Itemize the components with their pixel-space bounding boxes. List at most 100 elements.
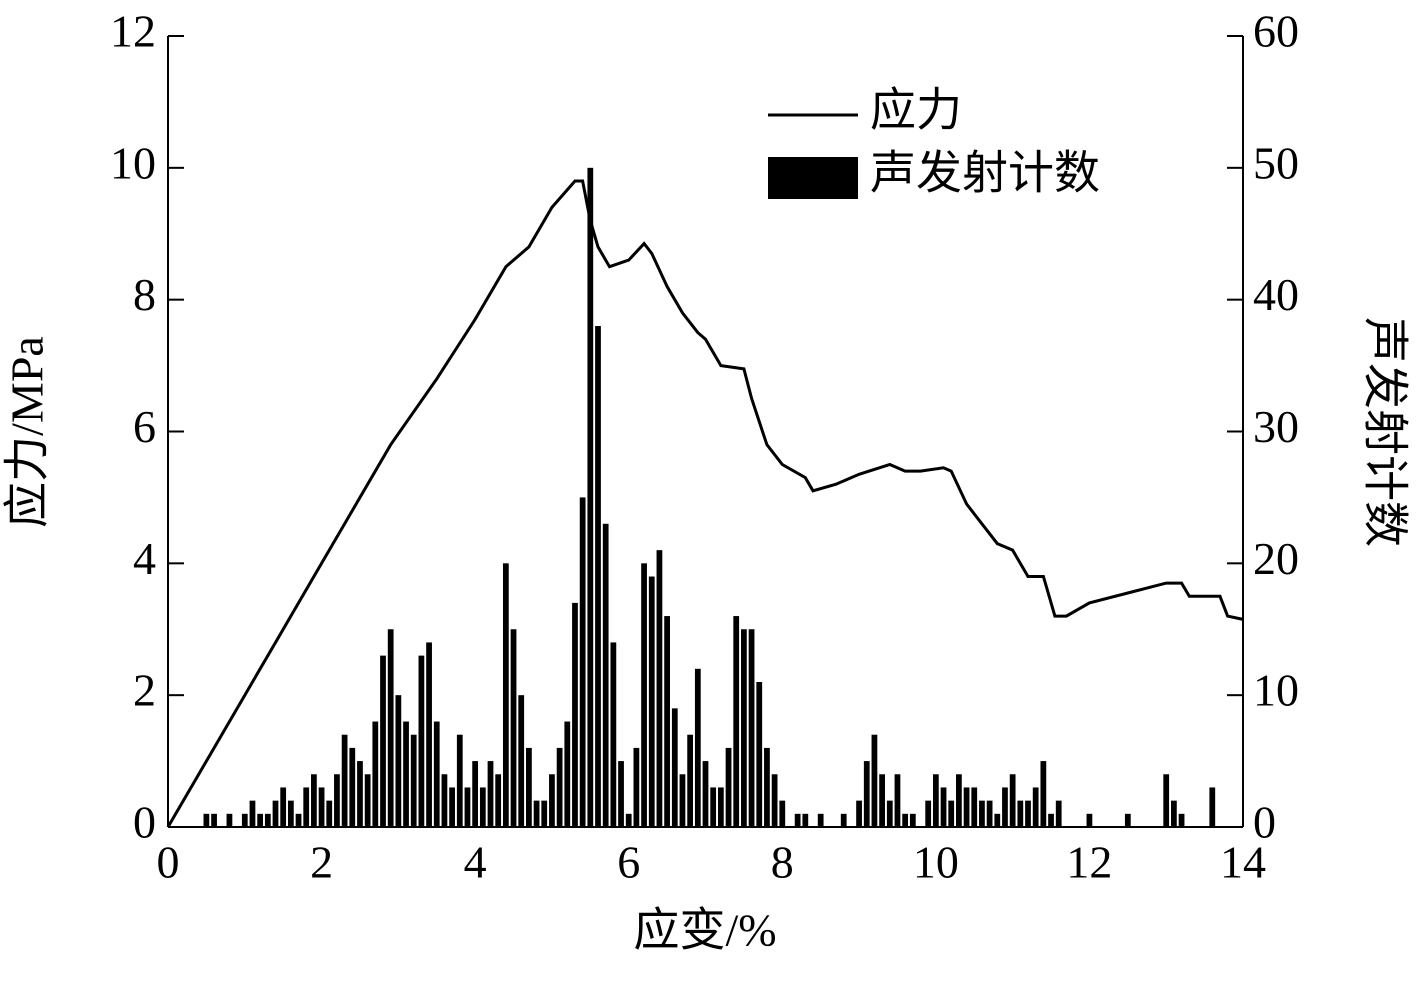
y-tick-label: 10 <box>110 137 156 188</box>
ae-bar <box>733 616 740 827</box>
ae-bar <box>433 721 440 827</box>
x-tick-label: 12 <box>1066 837 1112 888</box>
y2-tick-label: 20 <box>1253 533 1299 584</box>
ae-bar <box>349 747 356 827</box>
y2-axis-label: 声发射计数 <box>1359 317 1410 547</box>
x-tick-label: 2 <box>310 837 333 888</box>
ae-bar <box>587 167 594 828</box>
ae-bar <box>518 695 525 827</box>
ae-bar <box>572 602 578 827</box>
ae-bar <box>226 813 233 827</box>
ae-bar <box>633 747 640 827</box>
ae-bar <box>449 787 455 827</box>
ae-bar <box>326 800 333 827</box>
y2-tick-label: 30 <box>1253 401 1299 452</box>
ae-bar <box>741 629 747 827</box>
ae-bar <box>341 734 348 827</box>
ae-bar <box>1009 774 1016 827</box>
ae-bar <box>687 734 694 827</box>
ae-bar <box>487 761 494 827</box>
ae-bar <box>280 787 287 827</box>
ae-bar <box>671 708 678 827</box>
ae-bar <box>472 761 479 827</box>
ae-bar <box>410 734 417 827</box>
ae-bar <box>241 813 248 827</box>
ae-bar <box>387 629 394 827</box>
ae-bar <box>725 747 732 827</box>
ae-bar <box>802 813 809 827</box>
ae-bar <box>710 787 717 827</box>
ae-bar <box>679 774 686 827</box>
ae-bar <box>909 813 916 827</box>
ae-bar <box>541 800 548 827</box>
ae-bar <box>556 747 563 827</box>
x-tick-label: 14 <box>1220 837 1266 888</box>
ae-bar <box>756 681 763 827</box>
legend-swatch <box>768 157 858 199</box>
ae-bar <box>956 774 962 827</box>
ae-bar <box>625 813 632 827</box>
y-tick-label: 0 <box>133 797 156 848</box>
ae-bar <box>702 761 709 827</box>
ae-bar <box>502 563 509 827</box>
ae-bar <box>932 774 939 827</box>
ae-bar <box>886 800 893 827</box>
ae-bar <box>717 787 724 827</box>
ae-bar <box>441 774 448 827</box>
ae-bar <box>495 774 502 827</box>
ae-bar <box>764 747 770 827</box>
ae-bar <box>287 800 294 827</box>
x-tick-label: 0 <box>157 837 180 888</box>
ae-bar <box>994 813 1001 827</box>
ae-bar <box>272 800 279 827</box>
ae-bar <box>771 774 778 827</box>
ae-bar <box>1163 774 1170 827</box>
ae-bar <box>303 787 310 827</box>
ae-bar <box>249 800 256 827</box>
y2-tick-label: 50 <box>1253 137 1299 188</box>
ae-bar <box>863 761 870 827</box>
ae-bar <box>1025 800 1031 827</box>
y2-tick-label: 40 <box>1253 269 1299 320</box>
ae-bar <box>986 800 993 827</box>
ae-bar <box>856 800 862 827</box>
ae-bar <box>948 800 955 827</box>
ae-bar <box>395 695 402 827</box>
x-tick-label: 6 <box>617 837 640 888</box>
x-tick-label: 10 <box>913 837 959 888</box>
ae-bar <box>840 813 847 827</box>
ae-bar <box>510 629 517 827</box>
ae-bar <box>295 813 302 827</box>
ae-bar <box>533 800 540 827</box>
ae-bar <box>602 523 609 827</box>
ae-bar <box>1055 800 1062 827</box>
y-tick-label: 2 <box>133 665 156 716</box>
y-tick-label: 8 <box>133 269 156 320</box>
ae-bar <box>779 800 786 827</box>
y2-tick-label: 0 <box>1253 797 1276 848</box>
ae-bar <box>979 800 985 827</box>
ae-bar <box>1124 813 1131 827</box>
ae-bar <box>311 774 317 827</box>
x-axis-label: 应变/% <box>633 905 776 956</box>
ae-bar <box>794 813 801 827</box>
ae-bar <box>656 550 663 827</box>
ae-bar <box>610 642 617 827</box>
y-axis-label: 应力/MPa <box>2 336 53 528</box>
ae-bar <box>203 813 210 827</box>
ae-bar <box>549 774 555 827</box>
ae-bar <box>963 787 970 827</box>
x-tick-label: 4 <box>464 837 487 888</box>
ae-bar <box>456 734 463 827</box>
ae-bar <box>618 761 624 827</box>
ae-bar <box>257 813 264 827</box>
ae-bar <box>925 800 932 827</box>
ae-bar <box>902 813 909 827</box>
y-tick-label: 12 <box>110 6 156 57</box>
x-tick-label: 8 <box>771 837 794 888</box>
y-tick-label: 4 <box>133 533 156 584</box>
ae-bar <box>871 734 878 827</box>
ae-bar <box>1178 813 1185 827</box>
ae-bar <box>564 721 571 827</box>
ae-bar <box>641 563 647 827</box>
